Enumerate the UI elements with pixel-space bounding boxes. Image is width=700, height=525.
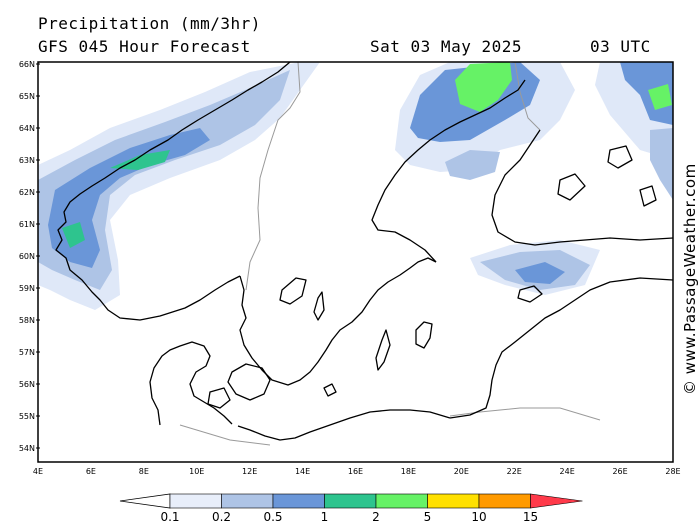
coast-bornholm [323,383,337,397]
lon-label: 4E [33,467,43,476]
lat-label: 65N [19,92,35,101]
coast-sweden-east [371,79,526,263]
longitude-axis: 4E 6E 8E 10E 12E 14E 16E 18E 20E 22E 24E 26E 28E [33,467,681,476]
legend-tick-label: 1 [321,510,329,524]
lat-label: 63N [19,156,35,165]
lat-label: 60N [19,252,35,261]
lat-label: 55N [19,412,35,421]
lat-label: 54N [19,444,35,453]
lat-label: 58N [19,316,35,325]
lake-vattern [313,291,325,321]
coast-oland [375,329,391,371]
precip-area-bothnia-green [455,62,512,112]
coast-finland [491,129,673,246]
legend-tick-label: 0.5 [263,510,282,524]
precipitation-legend: 0.1 0.2 0.5 1 2 5 10 15 [119,493,583,524]
lon-label: 12E [242,467,257,476]
forecast-label: GFS 045 Hour Forecast [38,37,251,56]
legend-swatch [221,493,274,509]
legend-tick-label: 2 [372,510,380,524]
precip-area-baltic-blue [515,262,565,284]
legend-tick-label: 5 [424,510,432,524]
precip-area-norway-teal [62,150,170,248]
lon-label: 16E [348,467,363,476]
coast-denmark [149,341,233,426]
lon-label: 26E [612,467,627,476]
map-title: Precipitation (mm/3hr) [38,14,261,33]
latitude-axis: 66N 65N 64N 63N 62N 61N 60N 59N 58N 57N 56N 55N 54N [19,60,40,453]
lat-label: 57N [19,348,35,357]
coast-sweden [239,257,437,386]
legend-tick-label: 0.2 [212,510,231,524]
coast-gotland [415,321,433,349]
lon-label: 20E [454,467,469,476]
watermark-text: © www.PassageWeather.com [681,163,699,395]
lat-label: 66N [19,60,35,69]
lon-label: 6E [86,467,96,476]
legend-min-arrow [119,493,171,509]
coast-baltics [449,277,673,419]
lon-label: 28E [665,467,680,476]
legend-swatch [427,493,480,509]
lon-label: 8E [139,467,149,476]
lon-label: 10E [189,467,204,476]
lat-label: 56N [19,380,35,389]
precip-area-finland-green [648,84,672,110]
legend-swatch [324,493,377,509]
coastlines [55,62,673,441]
legend-tick-label: 0.1 [160,510,179,524]
lat-label: 59N [19,284,35,293]
legend-tick-label: 15 [523,510,538,524]
coast-saaremaa [517,285,543,303]
lon-label: 18E [401,467,416,476]
lon-label: 14E [295,467,310,476]
lat-label: 62N [19,188,35,197]
legend-swatch [478,493,531,509]
country-borders [179,62,601,446]
coast-norway [55,62,291,321]
coast-zealand [227,363,271,401]
legend-swatch [375,493,428,509]
coast-poland-germany [237,409,451,441]
lon-label: 22E [507,467,522,476]
lat-label: 61N [19,220,35,229]
lon-label: 24E [560,467,575,476]
lake-vanern [279,277,307,305]
map-frame [37,61,674,463]
precip-area-norway-mid [38,70,290,290]
forecast-date: Sat 03 May 2025 [370,37,522,56]
precip-area-bothnia-mid [445,150,500,180]
legend-swatch [169,493,222,509]
legend-max-arrow [530,493,583,509]
coast-funen [207,387,231,409]
legend-tick-label: 10 [471,510,486,524]
legend-swatch [272,493,325,509]
precip-area-finland-blue [620,62,673,125]
precip-area-norway-blue [48,128,210,268]
lat-label: 64N [19,124,35,133]
precipitation-layer [38,62,673,310]
forecast-time: 03 UTC [590,37,651,56]
lake-finland [557,145,657,207]
precip-area-finland-mid [650,128,673,200]
